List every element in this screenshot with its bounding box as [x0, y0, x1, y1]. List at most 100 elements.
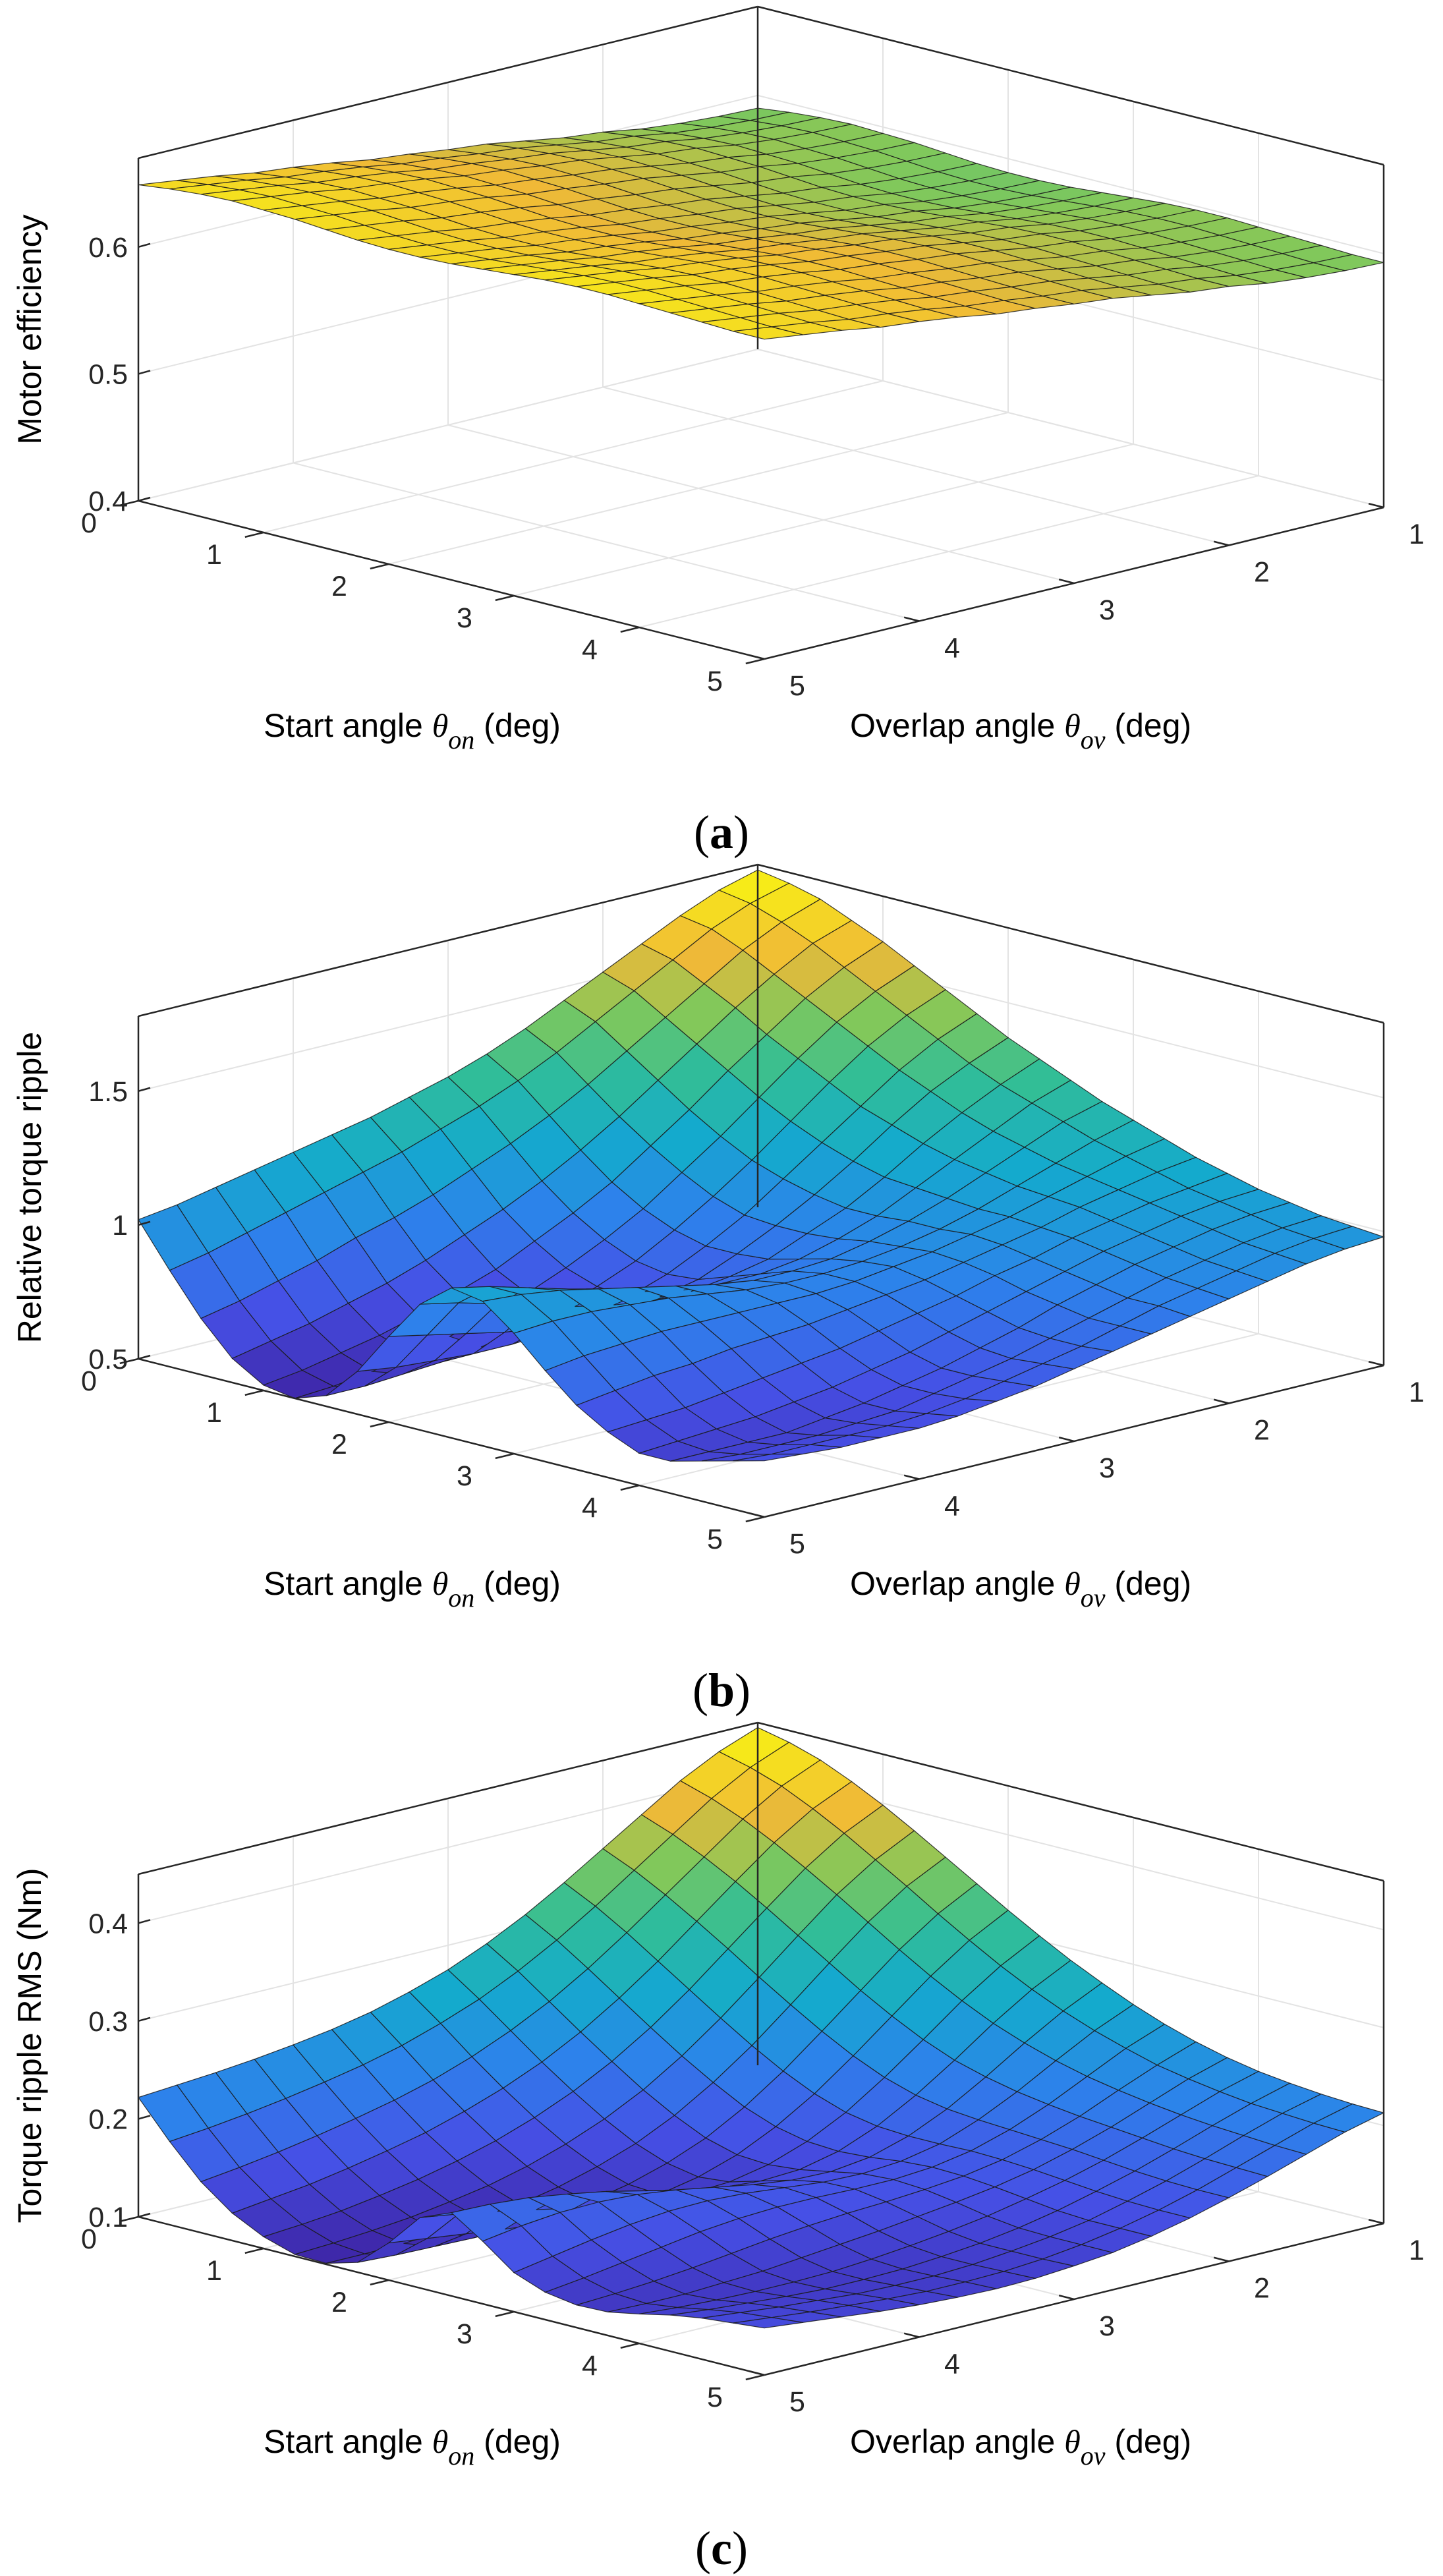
surface-plot-a: 0 1 2 3 4 5 1 2 3 4 5 0.4 0.5 0.6 Motor efficiency St…	[11, 5, 1425, 755]
y-tick-label: 3	[1099, 594, 1115, 626]
z-tick-mark	[138, 2212, 151, 2218]
y-tick-label: 3	[1099, 2310, 1115, 2342]
y-axis-label: Overlap angle θov (deg)	[850, 2423, 1191, 2471]
panel-b: 0 1 2 3 4 5 1 2 3 4 5 0.5 1 1.5 Relative torque rippl…	[0, 858, 1443, 1717]
z-tick-label: 0.6	[88, 232, 128, 264]
floor-grid-y	[447, 424, 1075, 584]
z-axis-label: Motor efficiency	[11, 214, 48, 444]
y-axis-label: Overlap angle θov (deg)	[850, 1565, 1191, 1613]
x-tick-mark	[745, 658, 765, 665]
z-tick-mark	[138, 1220, 151, 1226]
x-tick-label: 3	[457, 2318, 472, 2350]
floor-grid-y	[602, 386, 1230, 546]
surface-patch	[1313, 254, 1384, 272]
caption-a: (a)	[694, 806, 749, 859]
x-tick-mark	[370, 2279, 389, 2286]
z-tick-mark	[138, 1087, 151, 1092]
top-right-edge	[757, 863, 1384, 1024]
x-tick-mark	[745, 2374, 765, 2381]
top-left-edge	[138, 863, 758, 1017]
x-tick-mark	[495, 2310, 515, 2318]
x-tick-mark	[244, 2247, 264, 2254]
panel-a: 0 1 2 3 4 5 1 2 3 4 5 0.4 0.5 0.6 Motor efficiency St…	[0, 0, 1443, 859]
y-tick-mark	[1058, 2295, 1075, 2301]
x-tick-label: 1	[206, 1397, 222, 1429]
z-tick-mark	[138, 243, 151, 248]
z-tick-mark	[138, 496, 151, 502]
y-axis-label: Overlap angle θov (deg)	[850, 707, 1191, 755]
y-tick-mark	[1213, 2256, 1230, 2262]
x-tick-label: 1	[206, 2255, 222, 2287]
surface-mesh	[138, 869, 1385, 1462]
y-tick-label: 2	[1254, 1415, 1270, 1446]
x-tick-label: 2	[331, 571, 347, 602]
top-right-edge	[757, 1721, 1384, 1882]
y-tick-mark	[1368, 1361, 1384, 1367]
y-tick-label: 1	[1409, 519, 1425, 550]
axis-frame	[119, 5, 1385, 665]
z-axis-label: Relative torque ripple	[11, 1032, 48, 1344]
y-tick-mark	[1058, 579, 1075, 585]
y-tick-mark	[1058, 1437, 1075, 1443]
y-tick-mark	[1368, 503, 1384, 509]
x-tick-mark	[119, 500, 139, 507]
y-tick-mark	[903, 616, 920, 622]
caption-c: (c)	[695, 2522, 748, 2575]
surface-plot-c: 0 1 2 3 4 5 1 2 3 4 5 0.1 0.2 0.3 0.4 Torque ripple RM…	[11, 1721, 1425, 2471]
y-tick-label: 2	[1254, 2273, 1270, 2304]
x-tick-mark	[620, 2342, 640, 2349]
y-tick-label: 5	[789, 1528, 805, 1560]
tick-labels: 0 1 2 3 4 5 1 2 3 4 5 0.5 1 1.5	[81, 1076, 1425, 1560]
z-tick-mark	[138, 1354, 151, 1360]
panel-c: 0 1 2 3 4 5 1 2 3 4 5 0.1 0.2 0.3 0.4 Torque ripple RM…	[0, 1716, 1443, 2575]
x-tick-mark	[620, 1484, 640, 1491]
z-tick-label: 0.5	[88, 1344, 128, 1375]
x-tick-label: 5	[707, 2382, 723, 2413]
z-tick-mark	[138, 370, 151, 375]
x-axis-label: Start angle θon (deg)	[264, 707, 561, 755]
x-tick-label: 4	[582, 1492, 598, 1524]
tick-labels: 0 1 2 3 4 5 1 2 3 4 5 0.1 0.2 0.3 0.4	[81, 1908, 1425, 2418]
x-tick-mark	[620, 626, 640, 633]
y-tick-mark	[749, 2370, 765, 2376]
x-axis-line	[138, 2216, 765, 2376]
y-tick-label: 2	[1254, 557, 1270, 588]
x-axis-line	[138, 1358, 765, 1518]
caption-b: (b)	[692, 1664, 750, 1717]
axis-frame	[119, 863, 1385, 1523]
x-tick-label: 0	[81, 507, 97, 539]
top-left-edge	[138, 1721, 758, 1875]
z-tick-label: 0.2	[88, 2104, 128, 2135]
z-axis-label: Torque ripple RMS (Nm)	[11, 1868, 48, 2223]
x-axis-line	[138, 500, 765, 660]
x-tick-mark	[495, 594, 515, 602]
y-tick-label: 4	[944, 633, 960, 664]
x-axis-label: Start angle θon (deg)	[264, 1565, 561, 1613]
z-tick-mark	[138, 2017, 151, 2022]
x-tick-label: 4	[582, 634, 598, 666]
x-tick-label: 0	[81, 1365, 97, 1397]
y-tick-label: 4	[944, 2349, 960, 2380]
y-tick-mark	[903, 1474, 920, 1480]
x-tick-label: 4	[582, 2350, 598, 2382]
y-tick-label: 3	[1099, 1452, 1115, 1484]
x-tick-mark	[244, 531, 264, 538]
y-tick-mark	[749, 654, 765, 660]
y-tick-label: 5	[789, 670, 805, 702]
top-right-edge	[757, 5, 1384, 166]
z-tick-label: 0.3	[88, 2006, 128, 2038]
z-tick-mark	[138, 2115, 151, 2120]
top-left-edge	[138, 5, 758, 159]
z-tick-mark	[138, 1919, 151, 1924]
y-tick-label: 1	[1409, 1377, 1425, 1408]
x-tick-mark	[495, 1452, 515, 1460]
tick-labels: 0 1 2 3 4 5 1 2 3 4 5 0.4 0.5 0.6	[81, 232, 1425, 702]
surface-plot-b: 0 1 2 3 4 5 1 2 3 4 5 0.5 1 1.5 Relative torque rippl…	[11, 863, 1425, 1613]
x-tick-label: 2	[331, 2287, 347, 2318]
x-tick-label: 3	[457, 1460, 472, 1492]
y-tick-mark	[1213, 540, 1230, 546]
x-tick-mark	[745, 1516, 765, 1523]
x-tick-label: 5	[707, 1524, 723, 1555]
z-tick-label: 0.5	[88, 358, 128, 390]
axis-frame	[119, 1721, 1385, 2381]
